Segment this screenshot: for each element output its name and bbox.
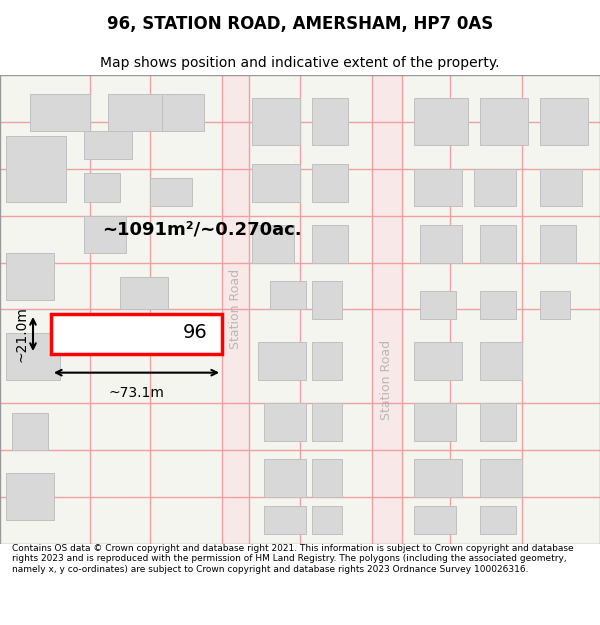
Bar xyxy=(420,225,462,262)
Bar xyxy=(480,459,522,497)
Bar xyxy=(270,281,306,309)
Bar xyxy=(540,98,588,145)
Bar xyxy=(414,169,462,206)
Text: 96: 96 xyxy=(182,324,207,342)
Text: Station Road: Station Road xyxy=(380,339,394,420)
Bar xyxy=(480,342,522,379)
Text: Contains OS data © Crown copyright and database right 2021. This information is : Contains OS data © Crown copyright and d… xyxy=(12,544,574,574)
Text: ~1091m²/~0.270ac.: ~1091m²/~0.270ac. xyxy=(102,221,302,239)
Bar xyxy=(474,169,516,206)
Bar xyxy=(372,75,402,544)
Text: Station Road: Station Road xyxy=(229,269,242,349)
Bar xyxy=(414,506,456,534)
Bar xyxy=(264,403,306,441)
Text: Map shows position and indicative extent of the property.: Map shows position and indicative extent… xyxy=(100,56,500,70)
Bar xyxy=(540,225,576,262)
Bar xyxy=(540,169,582,206)
Bar xyxy=(312,403,342,441)
Bar xyxy=(6,136,66,201)
Bar xyxy=(414,459,462,497)
Bar xyxy=(6,253,54,300)
Bar xyxy=(420,291,456,319)
Bar xyxy=(540,291,570,319)
Bar xyxy=(252,98,300,145)
Bar xyxy=(258,342,306,379)
Bar xyxy=(480,98,528,145)
Bar xyxy=(84,216,126,253)
Bar xyxy=(312,225,348,262)
Bar xyxy=(264,506,306,534)
Bar xyxy=(12,412,48,450)
Bar xyxy=(480,225,516,262)
Text: ~21.0m: ~21.0m xyxy=(14,306,28,362)
Bar xyxy=(222,75,249,544)
Bar xyxy=(312,98,348,145)
Bar xyxy=(108,94,168,131)
Bar xyxy=(312,281,342,319)
Bar xyxy=(120,276,168,309)
Bar xyxy=(252,164,300,201)
Bar xyxy=(312,506,342,534)
Bar xyxy=(414,98,468,145)
Bar xyxy=(84,131,132,159)
Bar xyxy=(252,225,294,262)
Bar xyxy=(414,403,456,441)
Bar xyxy=(6,474,54,520)
Bar xyxy=(312,164,348,201)
Bar xyxy=(6,332,60,379)
Text: 96, STATION ROAD, AMERSHAM, HP7 0AS: 96, STATION ROAD, AMERSHAM, HP7 0AS xyxy=(107,16,493,34)
Bar xyxy=(51,314,222,354)
Bar xyxy=(264,459,306,497)
Bar xyxy=(84,173,120,201)
Bar xyxy=(312,459,342,497)
Bar xyxy=(480,506,516,534)
Bar xyxy=(414,342,462,379)
Bar xyxy=(150,178,192,206)
Bar xyxy=(162,94,204,131)
Bar xyxy=(480,291,516,319)
Text: ~73.1m: ~73.1m xyxy=(109,386,164,400)
Bar xyxy=(30,94,90,131)
Bar xyxy=(480,403,516,441)
Bar xyxy=(312,342,342,379)
